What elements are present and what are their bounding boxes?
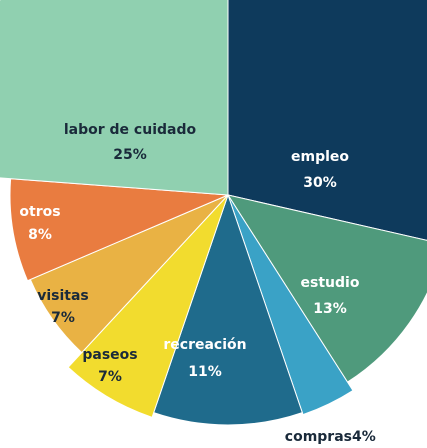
slice-label: compras xyxy=(285,429,352,445)
slice-label: otros xyxy=(19,204,60,220)
slice-value-label: 7% xyxy=(51,310,75,326)
slice-label: visitas xyxy=(37,288,89,304)
labels: empleo 30% estudio 13% compras 4% recreación 11… xyxy=(19,122,375,445)
slice-value-label: 8% xyxy=(28,227,52,243)
pie-slice xyxy=(226,194,427,383)
pie-slice xyxy=(153,193,303,426)
pie-slice xyxy=(0,0,229,196)
pie-slice xyxy=(227,194,354,416)
slice-label: estudio xyxy=(301,275,360,291)
pie-slice xyxy=(67,194,229,419)
slice-value-label: 13% xyxy=(313,301,347,317)
slice-label: recreación xyxy=(163,337,246,353)
slice-value-label: 11% xyxy=(188,364,222,380)
pie-slice xyxy=(227,0,427,241)
slice-label: empleo xyxy=(291,149,349,165)
slice-value-label: 4% xyxy=(352,429,376,445)
slice-value-label: 25% xyxy=(113,147,147,163)
pie xyxy=(0,0,427,426)
pie-slice xyxy=(9,178,229,282)
slice-value-label: 7% xyxy=(98,369,122,385)
slice-label: labor de cuidado xyxy=(64,122,197,138)
slice-label: paseos xyxy=(82,347,137,363)
slice-value-label: 30% xyxy=(303,175,337,191)
